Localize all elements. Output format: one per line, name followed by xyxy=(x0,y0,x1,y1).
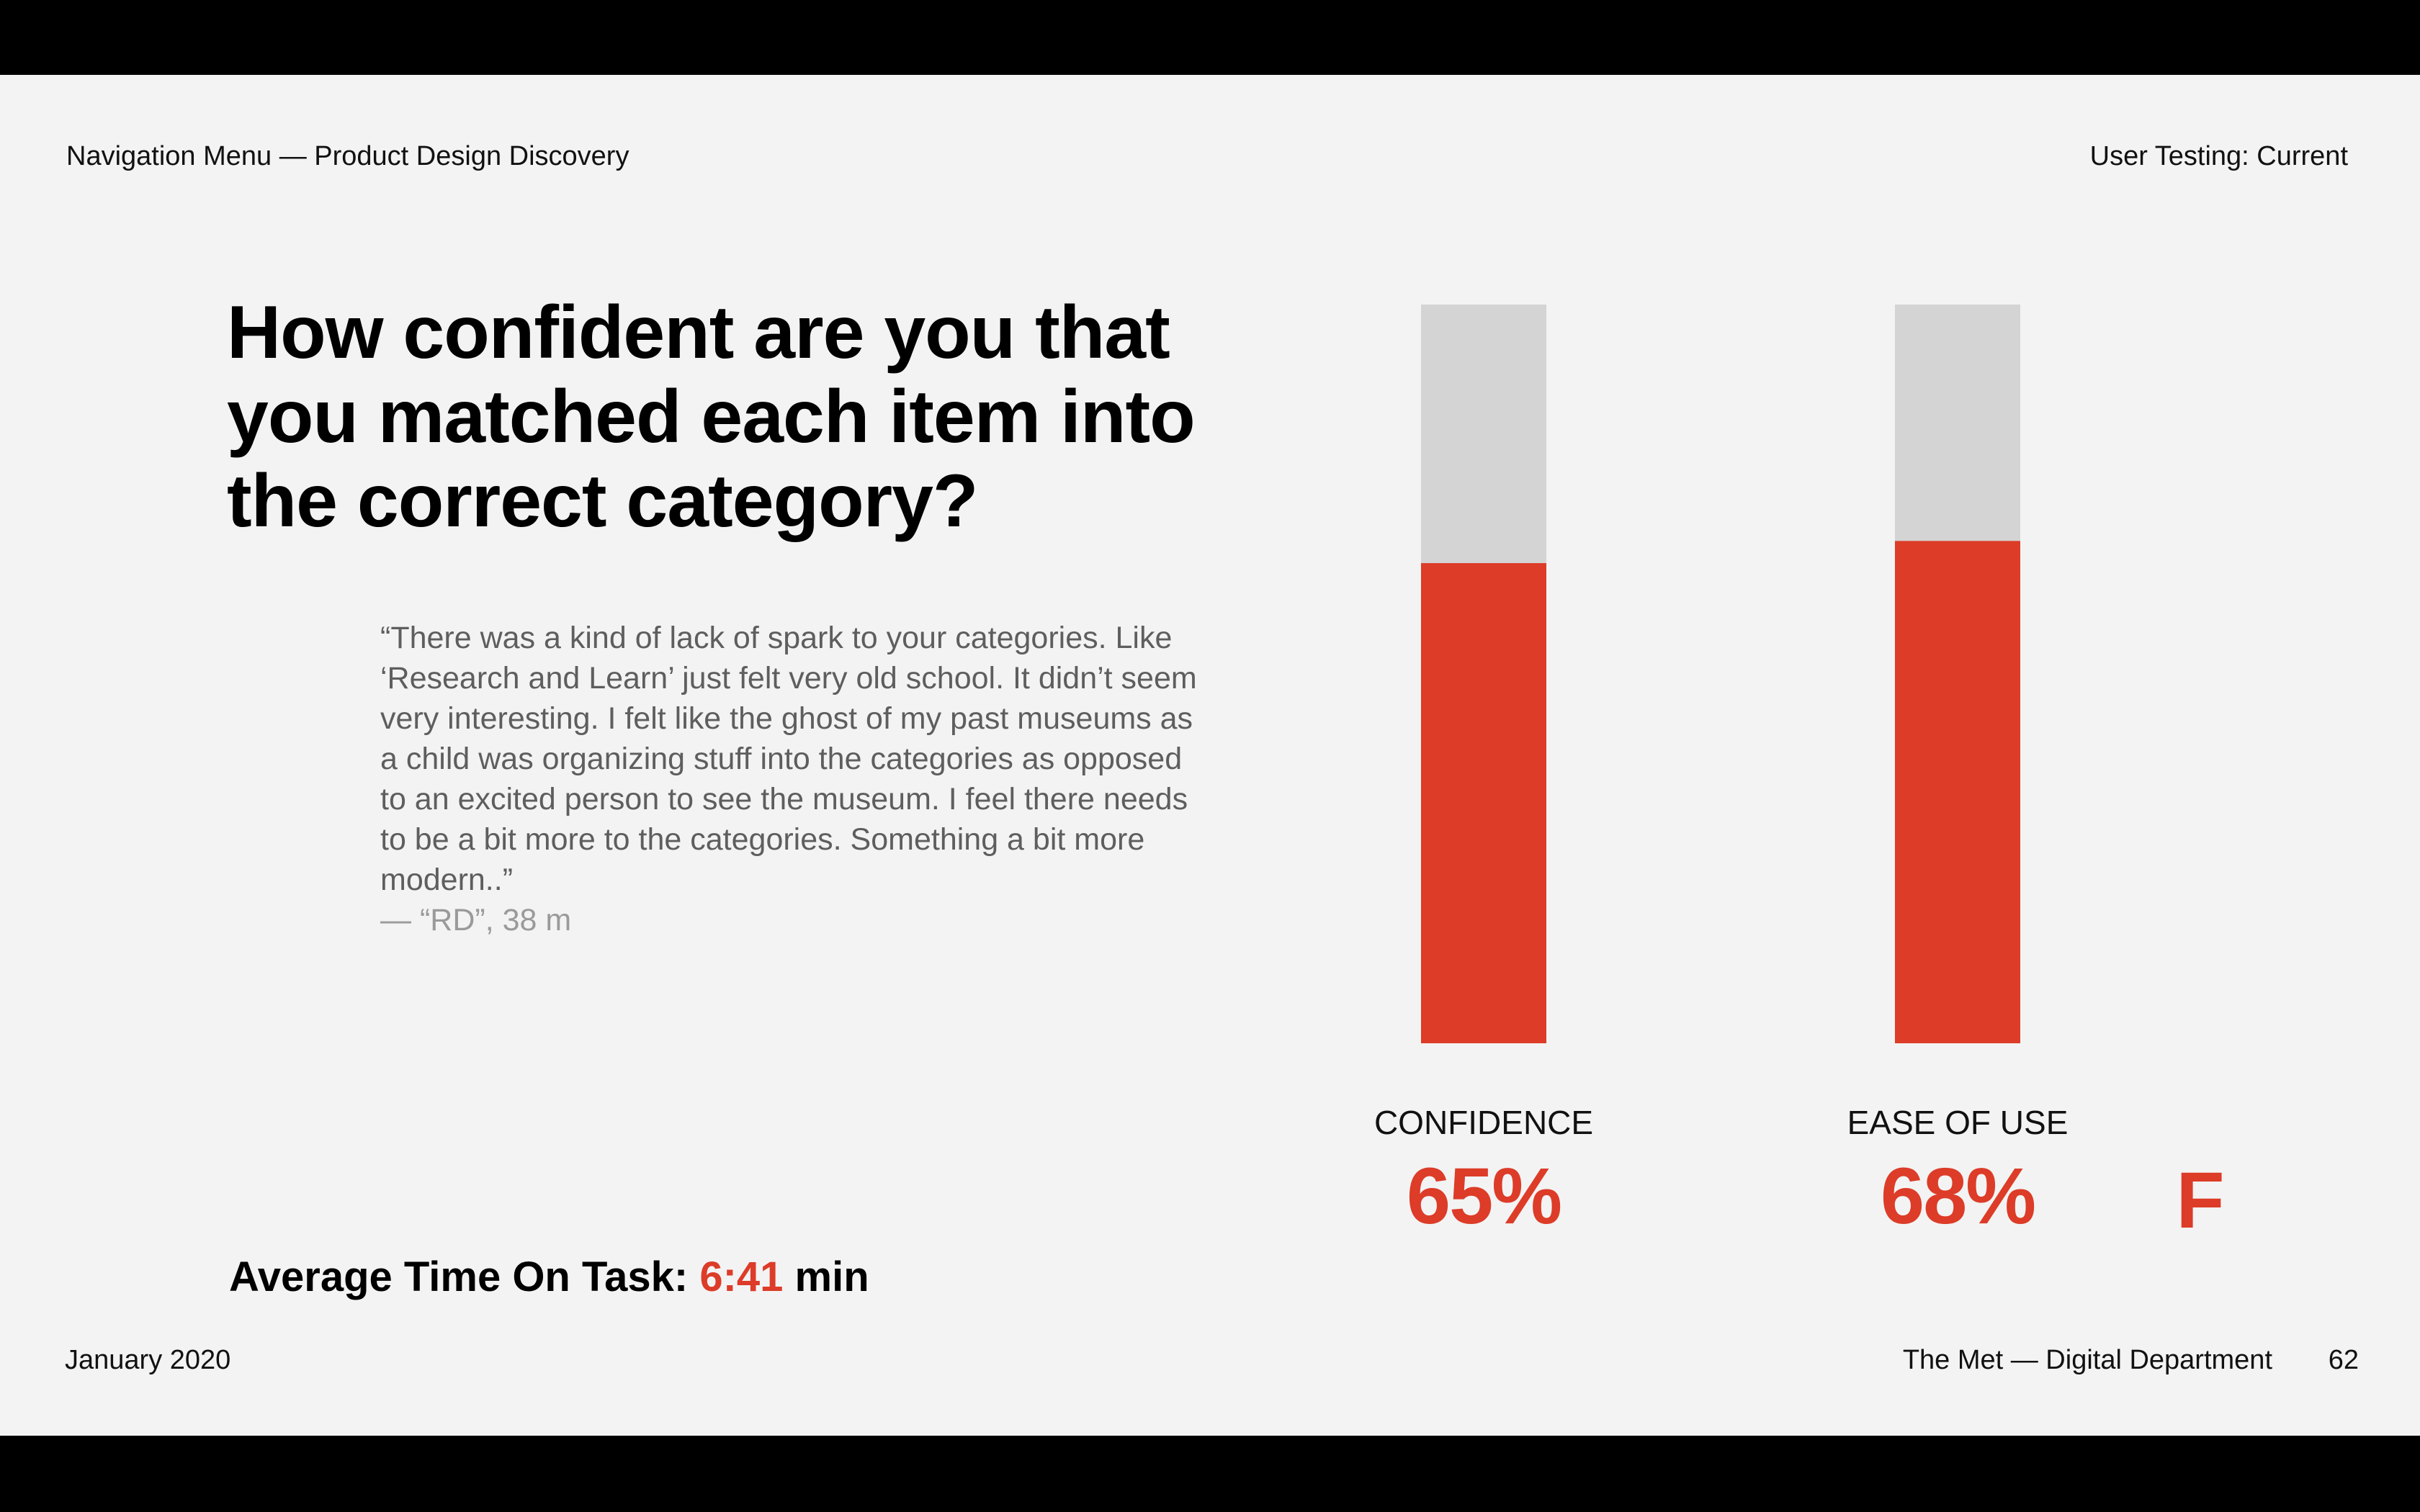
bar-confidence xyxy=(1421,563,1546,1043)
average-time-unit: min xyxy=(794,1254,869,1300)
average-time-on-task: Average Time On Task: 6:41 min xyxy=(229,1253,869,1301)
average-time-value: 6:41 xyxy=(699,1254,784,1300)
letterbox-bottom xyxy=(0,1436,2420,1512)
letterbox-top xyxy=(0,0,2420,75)
footer-organization: The Met — Digital Department xyxy=(1902,1345,2272,1375)
header-title: Navigation Menu — Product Design Discove… xyxy=(66,141,629,171)
bar-label-ease-of-use: EASE OF USE xyxy=(1847,1104,2069,1141)
slide: Navigation Menu — Product Design Discove… xyxy=(0,75,2420,1436)
score-bar-chart xyxy=(1421,305,2020,1043)
header-section: User Testing: Current xyxy=(2089,141,2348,171)
bar-ease-of-use xyxy=(1895,541,2020,1043)
user-quote: “There was a kind of lack of spark to yo… xyxy=(380,621,1197,897)
bar-value-confidence: 65% xyxy=(1406,1152,1562,1241)
bar-value-ease-of-use: 68% xyxy=(1880,1152,2036,1241)
quote-attribution: — “RD”, 38 m xyxy=(380,903,572,937)
bar-label-confidence: CONFIDENCE xyxy=(1373,1104,1594,1141)
average-time-label: Average Time On Task: xyxy=(229,1254,689,1300)
page-number: 62 xyxy=(2328,1345,2359,1375)
grade-letter: F xyxy=(2176,1156,2225,1245)
slide-headline: How confident are you that you matched e… xyxy=(227,291,1196,543)
footer-date: January 2020 xyxy=(65,1345,231,1375)
